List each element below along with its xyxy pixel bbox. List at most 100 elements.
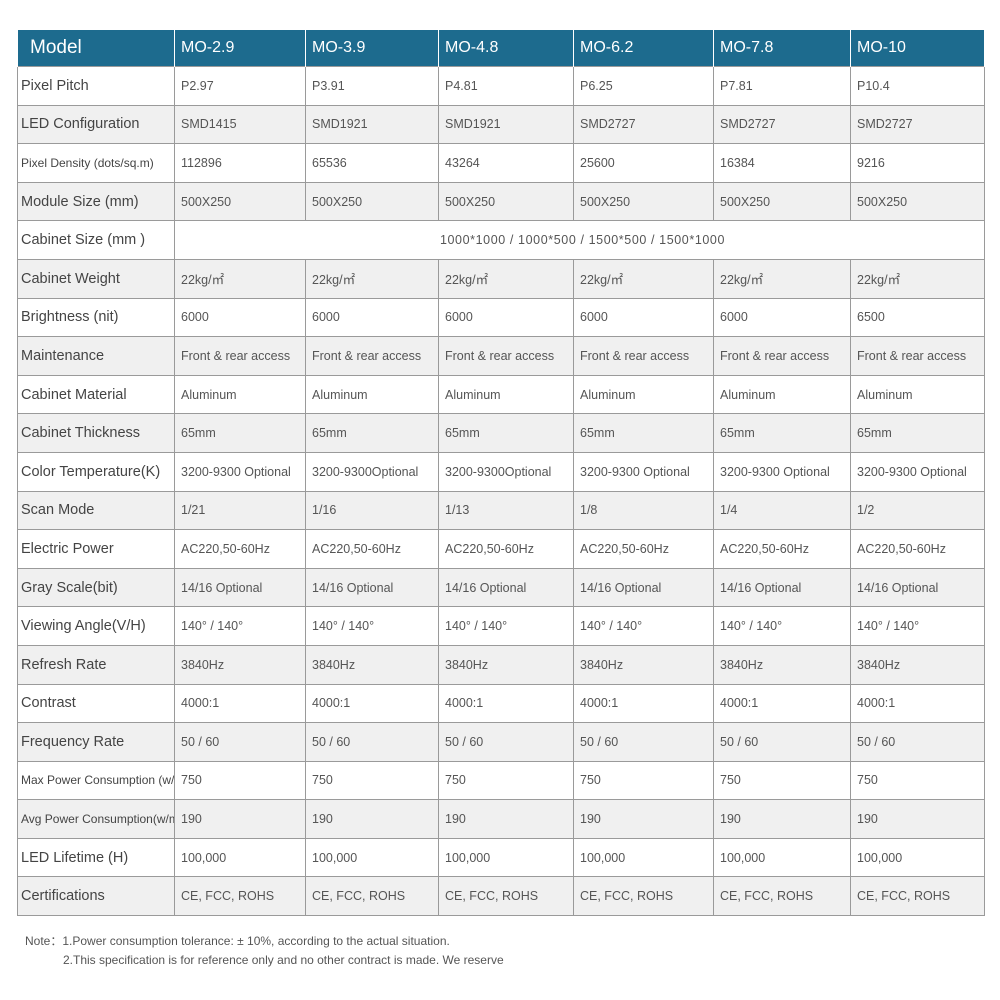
cell: 190 <box>438 799 574 839</box>
cell: 3840Hz <box>713 644 851 685</box>
notes: Note：1.Power consumption tolerance: ± 10… <box>25 932 504 970</box>
cell: CE, FCC, ROHS <box>713 876 851 917</box>
row-label: LED Configuration <box>17 104 175 145</box>
row-label: Maintenance <box>17 336 175 376</box>
cell: P6.25 <box>573 66 714 106</box>
cell: AC220,50-60Hz <box>305 529 439 569</box>
row-label: Cabinet Size (mm ) <box>17 220 175 260</box>
cell: 140° / 140° <box>174 606 306 646</box>
cell: 22kg/㎡ <box>305 258 439 299</box>
row-label: Frequency Rate <box>17 722 175 762</box>
row-label: LED Lifetime (H) <box>17 837 175 878</box>
cell: P2.97 <box>174 66 306 106</box>
note-prefix: Note： <box>25 934 63 948</box>
cell: 25600 <box>573 143 714 183</box>
cell: 140° / 140° <box>713 606 851 646</box>
cell: CE, FCC, ROHS <box>305 876 439 917</box>
cell: 50 / 60 <box>573 722 714 762</box>
row-label: Max Power Consumption (w/m²) <box>17 760 175 801</box>
cell: 22kg/㎡ <box>438 258 574 299</box>
cell: 100,000 <box>573 837 714 878</box>
cell: CE, FCC, ROHS <box>438 876 574 917</box>
row-label: Contrast <box>17 683 175 724</box>
cell: 65mm <box>850 413 985 453</box>
cell: Front & rear access <box>438 336 574 376</box>
cell: SMD1415 <box>174 104 306 145</box>
cell: 50 / 60 <box>305 722 439 762</box>
cell: 500X250 <box>305 181 439 222</box>
cell: 6000 <box>438 297 574 338</box>
cell: AC220,50-60Hz <box>713 529 851 569</box>
cell: 500X250 <box>438 181 574 222</box>
row-label: Module Size (mm) <box>17 181 175 222</box>
cell: 22kg/㎡ <box>713 258 851 299</box>
cell: 190 <box>713 799 851 839</box>
cell: 14/16 Optional <box>713 567 851 608</box>
cell: 100,000 <box>305 837 439 878</box>
cell: P10.4 <box>850 66 985 106</box>
note-item: 2.This specification is for reference on… <box>63 953 504 967</box>
cell: 500X250 <box>573 181 714 222</box>
cell: 43264 <box>438 143 574 183</box>
row-label: Cabinet Material <box>17 374 175 415</box>
cell: 65mm <box>174 413 306 453</box>
cell: 4000:1 <box>438 683 574 724</box>
row-label: Pixel Density (dots/sq.m) <box>17 143 175 183</box>
cell: 190 <box>174 799 306 839</box>
cell: 6500 <box>850 297 985 338</box>
cell: 1/4 <box>713 490 851 531</box>
cell: 6000 <box>573 297 714 338</box>
cell: 100,000 <box>713 837 851 878</box>
cell: 3200-9300 Optional <box>850 451 985 492</box>
row-label: Scan Mode <box>17 490 175 531</box>
row-label: Viewing Angle(V/H) <box>17 606 175 646</box>
cell: Front & rear access <box>850 336 985 376</box>
cell: 9216 <box>850 143 985 183</box>
cell: 65536 <box>305 143 439 183</box>
header-row: Model MO-2.9 MO-3.9 MO-4.8 MO-6.2 MO-7.8 MO-10 <box>17 30 985 67</box>
cell: 750 <box>305 760 439 801</box>
header-cell: MO-4.8 <box>438 30 574 67</box>
header-cell: MO-7.8 <box>713 30 851 67</box>
cell: 750 <box>850 760 985 801</box>
header-cell: MO-6.2 <box>573 30 714 67</box>
cell: Front & rear access <box>305 336 439 376</box>
cell: 14/16 Optional <box>174 567 306 608</box>
cell: 4000:1 <box>850 683 985 724</box>
table-row: Frequency Rate 50 / 60 50 / 60 50 / 60 50 / … <box>17 722 985 762</box>
cell: Aluminum <box>438 374 574 415</box>
cell: 14/16 Optional <box>305 567 439 608</box>
cell: 6000 <box>713 297 851 338</box>
cell: 3200-9300Optional <box>305 451 439 492</box>
cell: 50 / 60 <box>438 722 574 762</box>
cell: 1/21 <box>174 490 306 531</box>
cell: 112896 <box>174 143 306 183</box>
row-label: Pixel Pitch <box>17 66 175 106</box>
table-row: Color Temperature(K) 3200-9300 Optional 32… <box>17 451 985 492</box>
cell: 190 <box>305 799 439 839</box>
cell: 65mm <box>305 413 439 453</box>
cell: 50 / 60 <box>174 722 306 762</box>
cell: 65mm <box>573 413 714 453</box>
cell: 500X250 <box>713 181 851 222</box>
cell: Aluminum <box>573 374 714 415</box>
cell: 65mm <box>713 413 851 453</box>
cell: SMD1921 <box>305 104 439 145</box>
cell: SMD2727 <box>573 104 714 145</box>
cell: 14/16 Optional <box>573 567 714 608</box>
cell: 4000:1 <box>573 683 714 724</box>
cell: 500X250 <box>174 181 306 222</box>
table-row: Refresh Rate 3840Hz 3840Hz 3840Hz 3840Hz 3840… <box>17 644 985 685</box>
cell: 190 <box>850 799 985 839</box>
cell: 140° / 140° <box>438 606 574 646</box>
cell: 22kg/㎡ <box>174 258 306 299</box>
cell: P3.91 <box>305 66 439 106</box>
cell: 140° / 140° <box>850 606 985 646</box>
cell: 3200-9300 Optional <box>174 451 306 492</box>
cell: 1/13 <box>438 490 574 531</box>
cell: 22kg/㎡ <box>850 258 985 299</box>
cell: 100,000 <box>850 837 985 878</box>
cell: SMD2727 <box>713 104 851 145</box>
table-row: LED Configuration SMD1415 SMD1921 SMD1921 SM… <box>17 104 985 145</box>
